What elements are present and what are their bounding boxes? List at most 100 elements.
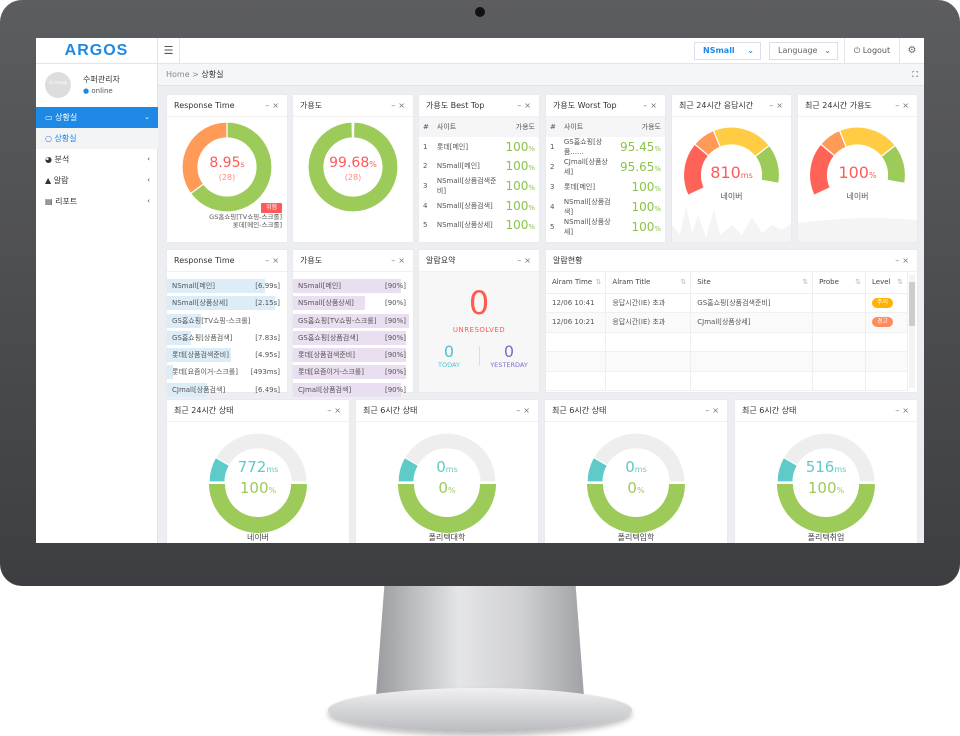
sort-icon[interactable]: ⇅ bbox=[897, 278, 903, 287]
column-header[interactable]: Probe ⇅ bbox=[812, 272, 867, 294]
panel-controls-icon[interactable]: –× bbox=[265, 256, 282, 265]
column-header[interactable]: Alram Title ⇅ bbox=[605, 272, 692, 294]
bar-row[interactable]: NSmall[메인] [6.99s] bbox=[167, 279, 287, 294]
hamburger-icon[interactable]: ☰ bbox=[158, 38, 180, 64]
bar-row[interactable]: 롯데[요즘이거-스크롤] [90%] bbox=[293, 365, 413, 380]
panel-controls-icon[interactable]: –× bbox=[516, 406, 533, 415]
scrollbar-thumb[interactable] bbox=[909, 282, 915, 326]
sidebar-item-report[interactable]: ▤ 리포트 ‹ bbox=[36, 191, 158, 212]
bar-row[interactable]: GS홈쇼핑[상품검색] [7.83s] bbox=[167, 330, 287, 346]
table-row[interactable]: 2 CJmall[상품상세] 95.65% bbox=[546, 157, 665, 177]
sort-icon[interactable]: ⇅ bbox=[595, 278, 602, 287]
table-row[interactable]: 3 롯데[메인] 100% bbox=[546, 177, 665, 197]
bar-row[interactable]: NSmall[상품상세] [90%] bbox=[293, 296, 413, 311]
panel-controls-icon[interactable]: –× bbox=[327, 406, 344, 415]
panel-controls-icon[interactable]: –× bbox=[705, 406, 722, 415]
table-row[interactable]: 1 롯데[메인] 100% bbox=[419, 137, 539, 157]
availability-value: 100% bbox=[501, 137, 539, 157]
panel-controls-icon[interactable]: –× bbox=[265, 101, 282, 110]
panel-controls-icon[interactable]: –× bbox=[517, 256, 534, 265]
header-label: Probe bbox=[819, 278, 839, 287]
panel-controls-icon[interactable]: –× bbox=[769, 101, 786, 110]
column-header[interactable]: Level ⇅ bbox=[865, 272, 908, 294]
bar-row[interactable]: GS홈쇼핑[TV쇼핑-스크롤] [90%] bbox=[293, 313, 413, 329]
rt-unit: ms bbox=[634, 465, 647, 474]
bar-row[interactable]: NSmall[상품상세] [2.15s] bbox=[167, 296, 287, 311]
logo[interactable]: ARGOS bbox=[36, 38, 158, 64]
dashboard-screen: ARGOS ☰ NSmall ⌄ Language ⌄ ⏻ Logout ⚙ no … bbox=[36, 38, 924, 543]
availability-value: 100% bbox=[616, 197, 665, 217]
column-header[interactable]: Alram Time ⇅ bbox=[546, 272, 607, 294]
alert-site[interactable]: 롯데[메인-스크롤] bbox=[232, 221, 282, 229]
table-row[interactable]: 12/06 10:21 응답시간(IE) 초과 CJmall[상품상세] 경고 bbox=[546, 312, 908, 333]
language-select[interactable]: Language ⌄ bbox=[769, 42, 838, 60]
availability-value: 100% bbox=[501, 216, 539, 236]
panel-title: 최근 24시간 가용도 bbox=[805, 101, 872, 110]
bar-fill bbox=[167, 365, 173, 380]
table-row[interactable]: 12/06 10:41 응답시간(IE) 초과 GS홈쇼핑[상품검색준비] 주의 bbox=[546, 293, 908, 313]
breadcrumb-home[interactable]: Home bbox=[166, 70, 190, 79]
alert-site[interactable]: GS홈쇼핑[TV쇼핑-스크롤] bbox=[209, 213, 282, 221]
alarm-level: 주의 bbox=[865, 293, 908, 313]
availability-value: 100% bbox=[501, 157, 539, 177]
sidebar-subitem-situation-room[interactable]: ○ 상황실 bbox=[36, 128, 158, 149]
scrollbar[interactable] bbox=[909, 274, 915, 388]
table-row[interactable]: 5 NSmall[상품상세] 100% bbox=[419, 216, 539, 236]
sidebar-item-alarm[interactable]: ▲ 알람 ‹ bbox=[36, 170, 158, 191]
value: 95.65 bbox=[619, 160, 655, 174]
table-row[interactable]: 4 NSmall[상품검색] 100% bbox=[419, 196, 539, 216]
site-name[interactable]: 폴리텍입학 bbox=[617, 533, 655, 542]
panel-controls-icon[interactable]: –× bbox=[895, 406, 912, 415]
sort-icon[interactable]: ⇅ bbox=[802, 278, 809, 287]
panel-controls-icon[interactable]: –× bbox=[895, 101, 912, 110]
sidebar-item-situation-room[interactable]: ▭ 상황실 ⌄ bbox=[36, 107, 158, 128]
chevron-left-icon: ‹ bbox=[147, 155, 150, 163]
site-name[interactable]: 폴리텍취업 bbox=[807, 533, 845, 542]
panel-controls-icon[interactable]: –× bbox=[895, 256, 912, 265]
table-row[interactable]: 4 NSmall[상품검색] 100% bbox=[546, 197, 665, 217]
today-stat[interactable]: 0 TODAY bbox=[419, 342, 479, 369]
availability-segment bbox=[209, 484, 307, 533]
panel-title: 가용도 Best Top bbox=[426, 101, 485, 110]
fullscreen-icon[interactable]: ⛶ bbox=[912, 70, 918, 79]
site: NSmall[상품상세] bbox=[298, 299, 354, 308]
site: 롯데[상품검색준비] bbox=[172, 351, 229, 360]
bar-row[interactable]: GS홈쇼핑[상품검색] [90%] bbox=[293, 330, 413, 346]
table-row[interactable]: 5 NSmall[상품상세] 100% bbox=[546, 217, 665, 237]
logout-button[interactable]: ⏻ Logout bbox=[844, 38, 899, 64]
table-row[interactable]: 3 NSmall[상품검색준비] 100% bbox=[419, 176, 539, 196]
table-row[interactable]: 2 NSmall[메인] 100% bbox=[419, 157, 539, 177]
bar-fill bbox=[167, 382, 207, 397]
site-name[interactable]: 네이버 bbox=[246, 533, 270, 542]
panel-controls-icon[interactable]: –× bbox=[391, 101, 408, 110]
sort-icon[interactable]: ⇅ bbox=[680, 278, 687, 287]
bar-row[interactable]: 롯데[상품검색준비] [4.95s] bbox=[167, 348, 287, 363]
gauge-value: 810ms bbox=[672, 163, 791, 182]
yesterday-stat[interactable]: 0 YESTERDAY bbox=[479, 342, 539, 369]
panel-controls-icon[interactable]: –× bbox=[391, 256, 408, 265]
column-header[interactable]: Site ⇅ bbox=[690, 272, 814, 294]
best-top-table: # 사이트 가용도 1 롯데[메인] 100% 2 NSmall[메인] 100% 3 NSmall… bbox=[419, 117, 539, 235]
site-name[interactable]: 폴리텍대학 bbox=[428, 533, 466, 542]
bar-row[interactable]: CJmall[상품검색] [6.49s] bbox=[167, 382, 287, 398]
sort-icon[interactable]: ⇅ bbox=[855, 278, 862, 287]
table-row[interactable]: 1 GS홈쇼핑[상품...... 95.45% bbox=[546, 137, 665, 157]
availability-value: 100% bbox=[616, 217, 665, 237]
unresolved-count[interactable]: 0 bbox=[468, 284, 490, 322]
monitor-camera bbox=[475, 7, 485, 17]
panel-controls-icon[interactable]: –× bbox=[517, 101, 534, 110]
rt-number: 516 bbox=[805, 458, 835, 476]
bar-row[interactable]: GS홈쇼핑[TV쇼핑-스크롤] bbox=[167, 313, 287, 329]
bar-row[interactable]: CJmall[상품검색] [90%] bbox=[293, 382, 413, 398]
bar-row[interactable]: 롯데[상품검색준비] [90%] bbox=[293, 348, 413, 363]
sidebar-item-analysis[interactable]: ◕ 분석 ‹ bbox=[36, 149, 158, 170]
gauge-green-segment bbox=[880, 144, 907, 185]
rank: 5 bbox=[423, 221, 428, 230]
availability-value: 95.65% bbox=[616, 157, 665, 177]
rt-unit: s bbox=[240, 160, 245, 169]
bar-row[interactable]: 롯데[요즘이거-스크롤] [493ms] bbox=[167, 365, 287, 380]
bar-row[interactable]: NSmall[메인] [90%] bbox=[293, 279, 413, 294]
site-select[interactable]: NSmall ⌄ bbox=[694, 42, 761, 60]
gears-icon[interactable]: ⚙ bbox=[899, 38, 924, 64]
panel-controls-icon[interactable]: –× bbox=[643, 101, 660, 110]
